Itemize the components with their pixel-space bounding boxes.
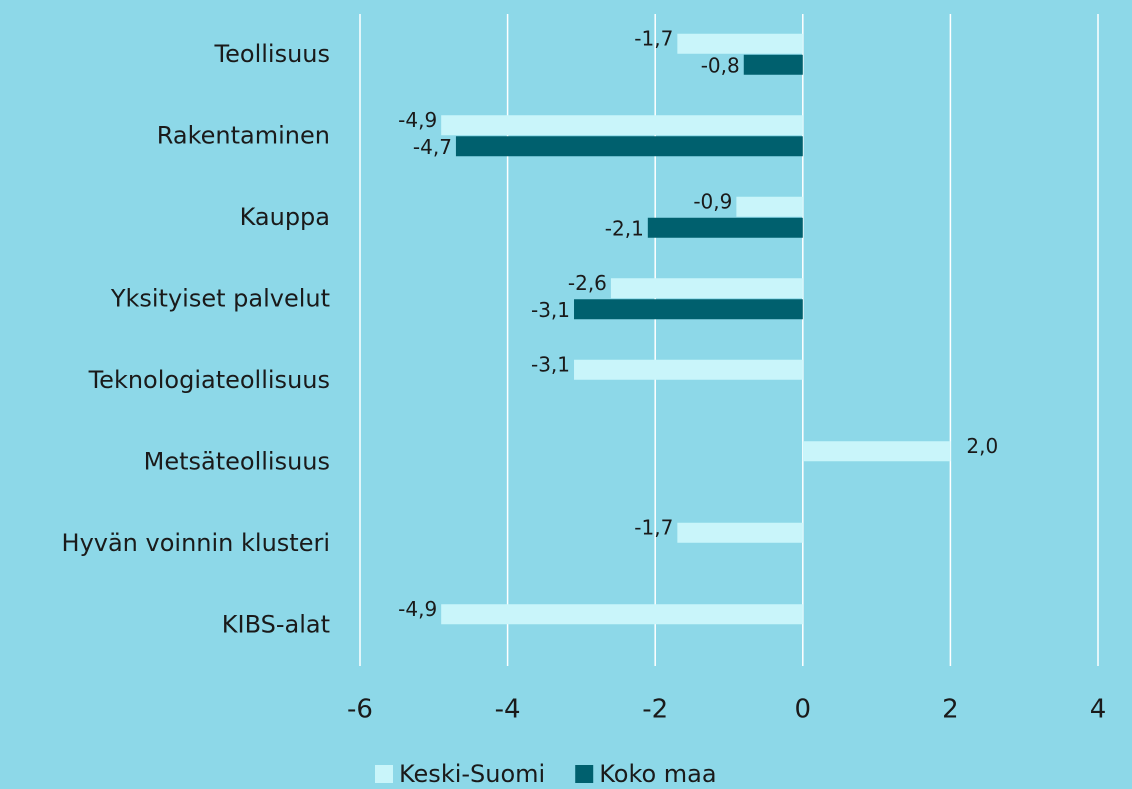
y-tick-label: Kauppa — [240, 203, 330, 231]
value-label: -1,7 — [634, 515, 673, 539]
legend: Keski-Suomi Koko maa — [375, 760, 717, 788]
x-tick-label: -6 — [347, 695, 373, 725]
legend-swatch — [575, 765, 594, 783]
value-label: 2,0 — [966, 434, 998, 458]
legend-label: Keski-Suomi — [399, 760, 545, 788]
value-label: -0,9 — [693, 189, 732, 213]
value-label: -1,7 — [634, 26, 673, 50]
bar — [574, 299, 803, 320]
bar — [441, 115, 803, 136]
x-tick-label: 4 — [1090, 695, 1107, 725]
x-tick-label: -4 — [495, 695, 521, 725]
y-tick-label: Yksityiset palvelut — [110, 284, 330, 312]
y-tick-label: KIBS-alat — [222, 610, 330, 638]
bar — [455, 136, 803, 157]
y-tick-label: Teknologiateollisuus — [88, 366, 330, 394]
x-tick-label: 0 — [795, 695, 812, 725]
bar — [441, 604, 803, 625]
y-tick-label: Teollisuus — [214, 40, 330, 68]
bar — [677, 33, 803, 54]
bar — [743, 54, 803, 75]
bar — [677, 522, 803, 543]
value-label: -3,1 — [531, 352, 570, 376]
value-label: -2,6 — [568, 271, 607, 295]
value-label: -0,8 — [701, 53, 740, 77]
value-label: -4,7 — [413, 135, 452, 159]
legend-swatch — [375, 765, 393, 783]
y-tick-label: Rakentaminen — [157, 121, 330, 149]
value-label: -4,9 — [398, 597, 437, 621]
x-tick-label: -2 — [642, 695, 668, 725]
bar — [610, 278, 803, 299]
bar — [802, 441, 951, 462]
y-tick-label: Hyvän voinnin klusteri — [62, 529, 330, 557]
bar — [736, 196, 803, 217]
x-tick-label: 2 — [942, 695, 959, 725]
legend-label: Koko maa — [599, 760, 716, 788]
bar — [574, 359, 803, 380]
value-label: -2,1 — [605, 216, 644, 240]
y-tick-label: Metsäteollisuus — [144, 447, 330, 475]
value-label: -4,9 — [398, 108, 437, 132]
bar — [647, 217, 803, 238]
value-label: -3,1 — [531, 298, 570, 322]
